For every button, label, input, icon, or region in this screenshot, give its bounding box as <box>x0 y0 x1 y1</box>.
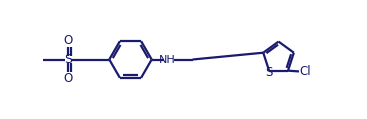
Text: Cl: Cl <box>299 65 311 78</box>
Text: NH: NH <box>159 55 176 64</box>
Text: O: O <box>64 34 73 47</box>
Text: S: S <box>64 53 72 66</box>
Text: S: S <box>265 66 273 79</box>
Text: O: O <box>64 72 73 85</box>
